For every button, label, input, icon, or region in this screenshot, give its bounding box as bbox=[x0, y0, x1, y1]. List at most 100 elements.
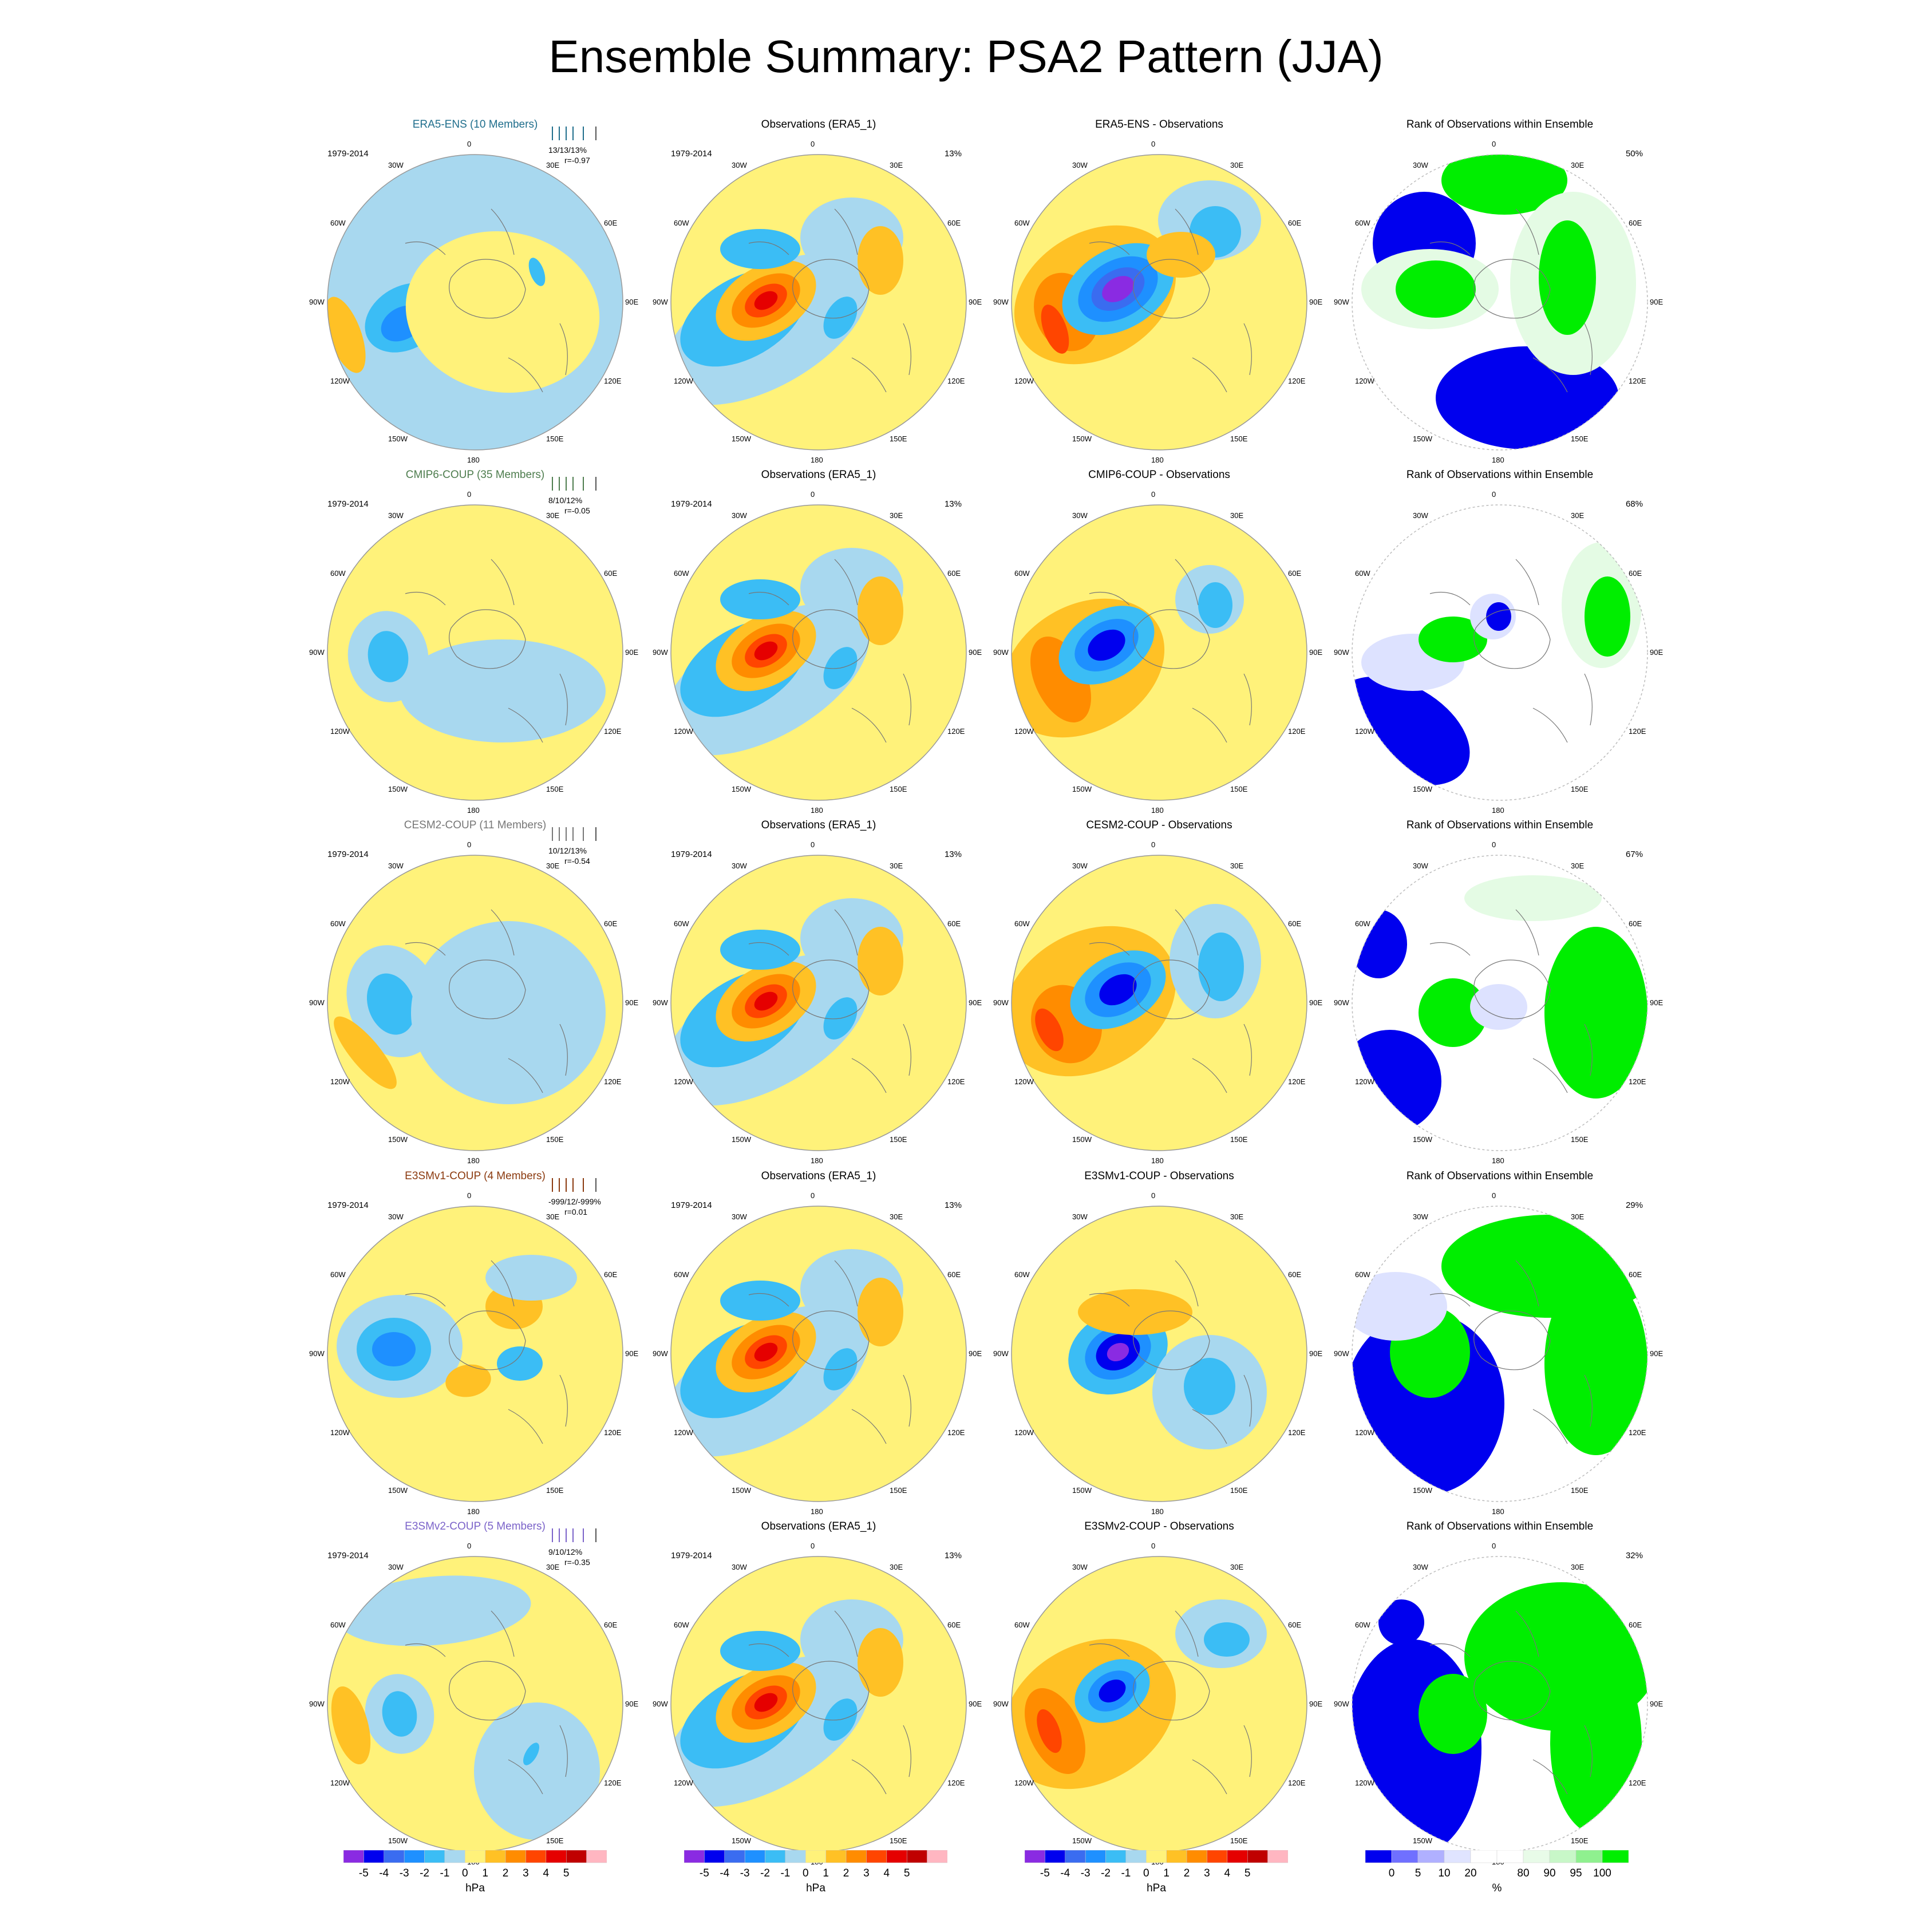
field-contour bbox=[497, 1346, 543, 1381]
colorbar-tick: 5 bbox=[1244, 1867, 1251, 1879]
colorbar-tick: -5 bbox=[358, 1867, 369, 1879]
longitude-label: 120E bbox=[1629, 377, 1646, 385]
colorbar-swatch bbox=[444, 1850, 465, 1863]
spread-bar bbox=[572, 477, 574, 491]
longitude-label: 60E bbox=[947, 1270, 961, 1279]
longitude-label: 150E bbox=[1571, 1486, 1589, 1495]
colorbar-swatch bbox=[546, 1850, 567, 1863]
percent-label: 32% bbox=[1625, 1551, 1643, 1560]
longitude-label: 90W bbox=[653, 648, 668, 657]
longitude-label: 90E bbox=[969, 298, 982, 306]
longitude-label: 120E bbox=[1288, 1779, 1306, 1787]
longitude-label: 0 bbox=[467, 490, 472, 499]
field-contour bbox=[1419, 1674, 1487, 1754]
coastline bbox=[1429, 208, 1593, 393]
panel-title: Rank of Observations within Ensemble bbox=[1406, 1170, 1594, 1182]
field-contour bbox=[1035, 1008, 1064, 1052]
spread-bar bbox=[552, 127, 553, 140]
longitude-label: 0 bbox=[467, 1191, 472, 1200]
map-border bbox=[670, 504, 967, 801]
longitude-label: 0 bbox=[1151, 490, 1156, 499]
colorbar-tick: -5 bbox=[1040, 1867, 1050, 1879]
longitude-label: 0 bbox=[1151, 1191, 1156, 1200]
longitude-label: 180 bbox=[467, 1156, 480, 1165]
longitude-label: 120W bbox=[1354, 1779, 1374, 1787]
colorbar-tick: 1 bbox=[1163, 1867, 1170, 1879]
longitude-label: 120E bbox=[1288, 727, 1306, 736]
longitude-label: 30W bbox=[1072, 1562, 1088, 1571]
percent-label: 13% bbox=[944, 850, 962, 859]
ensemble-stats: 10/12/13% r=-0.54 bbox=[548, 827, 596, 866]
longitude-label: 150W bbox=[1413, 1486, 1432, 1495]
colorbar-tick: 5 bbox=[563, 1867, 570, 1879]
longitude-label: 120E bbox=[604, 377, 622, 385]
longitude-label: 150E bbox=[1571, 785, 1589, 794]
colorbar-swatch bbox=[1417, 1850, 1445, 1863]
colorbar-swatch bbox=[1065, 1850, 1086, 1863]
longitude-label: 30W bbox=[732, 160, 747, 169]
colorbar-swatch bbox=[343, 1850, 364, 1863]
colorbar-tick: -3 bbox=[1080, 1867, 1091, 1879]
longitude-label: 90E bbox=[1650, 998, 1664, 1007]
longitude-label: 30E bbox=[1571, 160, 1585, 169]
longitude-label: 150W bbox=[388, 434, 408, 444]
coastline bbox=[1429, 1260, 1593, 1444]
spread-bar bbox=[583, 827, 584, 841]
spread-bar bbox=[552, 477, 553, 491]
longitude-label: 30E bbox=[1571, 1212, 1585, 1221]
longitude-label: 60W bbox=[1014, 219, 1030, 227]
field-contour bbox=[1204, 1622, 1250, 1657]
spread-bars bbox=[548, 123, 611, 141]
colorbar-swatch bbox=[505, 1850, 526, 1863]
longitude-label: 180 bbox=[467, 806, 480, 815]
longitude-label: 60W bbox=[330, 569, 346, 578]
field-contour bbox=[405, 231, 600, 393]
colorbar-swatch bbox=[485, 1850, 506, 1863]
map-border bbox=[1011, 504, 1307, 801]
longitude-label: 30W bbox=[1413, 1562, 1428, 1571]
longitude-label: 90E bbox=[625, 998, 639, 1007]
coastline bbox=[748, 1260, 911, 1444]
colorbar-tick: 0 bbox=[462, 1867, 468, 1879]
map-border bbox=[1352, 1556, 1648, 1852]
longitude-label: 90W bbox=[1334, 1349, 1349, 1358]
percent-label: 13% bbox=[944, 1551, 962, 1560]
longitude-label: 60E bbox=[604, 569, 618, 578]
panel-title: E3SMv1-COUP (4 Members) bbox=[405, 1170, 546, 1182]
longitude-label: 120W bbox=[330, 727, 350, 736]
longitude-label: 60E bbox=[1288, 919, 1302, 928]
model-panel: E3SMv1-COUP (4 Members) 1979-2014 -999/12/… bbox=[309, 1169, 638, 1518]
coastline bbox=[748, 559, 911, 743]
longitude-label: 30E bbox=[890, 160, 903, 169]
longitude-label: 150W bbox=[1072, 1486, 1092, 1495]
field-contour bbox=[337, 1575, 531, 1646]
colorbar-tick: -1 bbox=[440, 1867, 450, 1879]
page-title: Ensemble Summary: PSA2 Pattern (JJA) bbox=[548, 31, 1384, 82]
rank-map-disc bbox=[1352, 504, 1648, 801]
longitude-label: 60W bbox=[1014, 919, 1030, 928]
colorbar-swatch bbox=[1105, 1850, 1127, 1863]
longitude-label: 30E bbox=[1230, 511, 1244, 520]
percent-label: 13% bbox=[944, 149, 962, 159]
longitude-label: 150E bbox=[1571, 434, 1589, 444]
coastline bbox=[405, 1610, 568, 1795]
colorbar-unit: hPa bbox=[465, 1882, 485, 1894]
longitude-label: 150E bbox=[1230, 1135, 1248, 1144]
field-contour bbox=[368, 631, 409, 682]
colorbar-tick: -3 bbox=[399, 1867, 409, 1879]
colorbar-tick: 4 bbox=[883, 1867, 890, 1879]
colorbar-swatch bbox=[1025, 1850, 1045, 1863]
colorbar-swatch bbox=[364, 1850, 385, 1863]
field-contour bbox=[366, 973, 416, 1035]
obs-map-disc bbox=[670, 504, 967, 801]
field-contour bbox=[1147, 232, 1215, 278]
longitude-label: 120E bbox=[947, 1428, 965, 1437]
colorbar-swatch bbox=[805, 1850, 826, 1863]
model-panel: E3SMv2-COUP (5 Members) 1979-2014 9/10/12%… bbox=[309, 1519, 638, 1868]
